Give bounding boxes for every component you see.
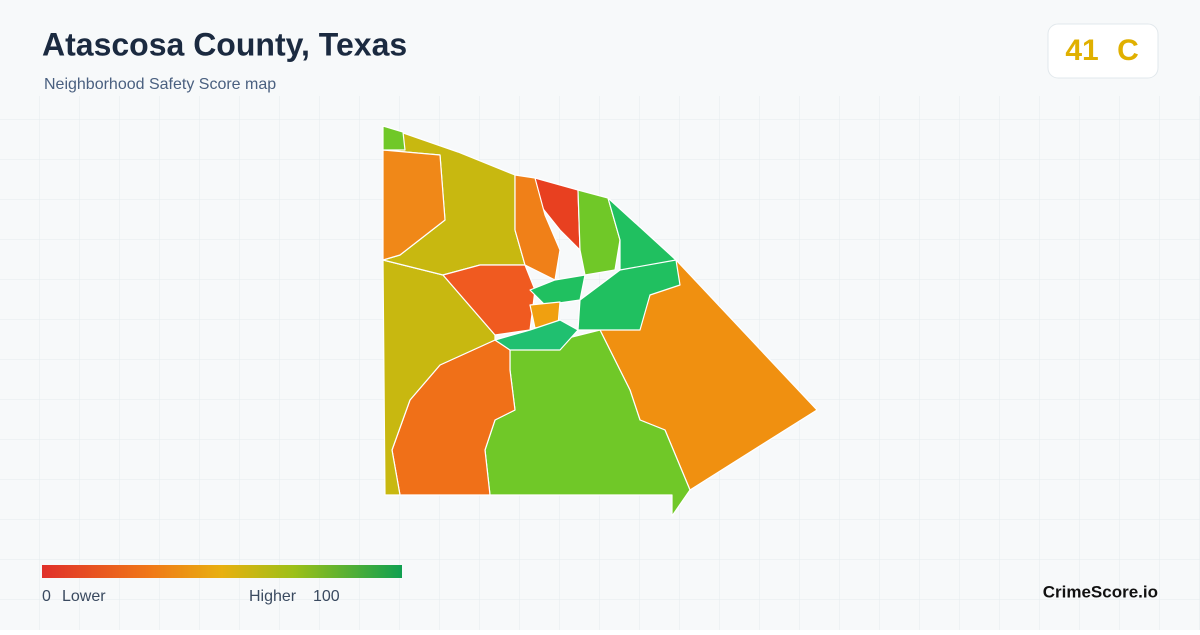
brand: CrimeScore.io: [1043, 582, 1158, 601]
title: Atascosa County, Texas: [42, 26, 407, 62]
legend-min-label: Lower: [62, 588, 106, 605]
header-bg: [0, 0, 1200, 96]
region: [514, 174, 561, 281]
subtitle: Neighborhood Safety Score map: [44, 76, 276, 93]
legend-gradient: [42, 565, 402, 578]
region: [382, 149, 446, 261]
legend-max-label: Higher: [249, 588, 297, 605]
region: [382, 125, 406, 151]
legend-min: 0: [42, 588, 51, 605]
legend-max: 100: [313, 588, 340, 605]
region: [494, 319, 579, 351]
score-grade: C: [1117, 34, 1139, 67]
score-value: 41: [1065, 34, 1098, 67]
map: [382, 125, 818, 517]
region: [529, 274, 586, 306]
score-box: [1047, 23, 1159, 79]
region: [577, 259, 681, 331]
